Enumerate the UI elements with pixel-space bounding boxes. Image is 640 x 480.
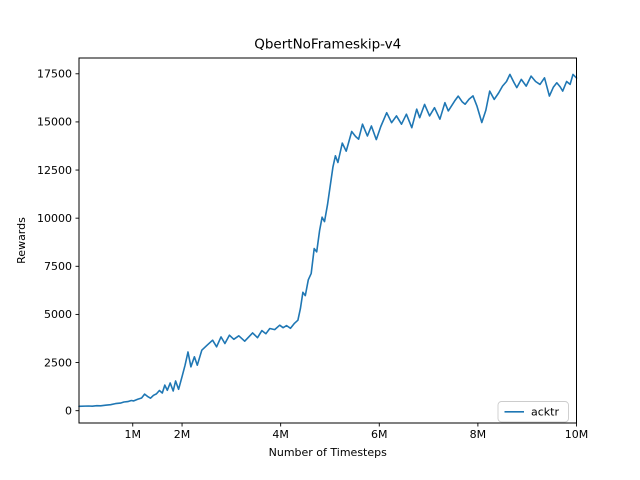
legend-label-acktr: acktr — [531, 406, 559, 419]
y-tick-label: 12500 — [37, 164, 72, 177]
x-tick-label: 4M — [272, 428, 289, 441]
x-axis-ticks: 1M 2M 4M 6M 8M 10M — [124, 423, 588, 441]
y-tick-label: 15000 — [37, 116, 72, 129]
y-tick-label: 0 — [65, 404, 72, 417]
y-tick-label: 17500 — [37, 68, 72, 81]
plot-border — [78, 57, 577, 424]
x-tick-label: 2M — [174, 428, 191, 441]
plot-area — [79, 58, 577, 423]
x-tick-label: 1M — [124, 428, 141, 441]
y-tick-label: 7500 — [44, 260, 72, 273]
x-tick-label: 10M — [565, 428, 589, 441]
legend: acktr — [497, 401, 569, 423]
x-tick-label: 6M — [371, 428, 388, 441]
y-tick-label: 2500 — [44, 356, 72, 369]
y-axis-label: Rewards — [15, 217, 28, 264]
y-tick-label: 10000 — [37, 212, 72, 225]
x-tick-label: 8M — [470, 428, 487, 441]
chart-title: QbertNoFrameskip-v4 — [254, 37, 401, 53]
y-tick-label: 5000 — [44, 308, 72, 321]
data-line-acktr — [78, 73, 578, 408]
y-axis-ticks: 0 2500 5000 7500 10000 12500 15000 17500 — [37, 68, 79, 417]
x-axis-label: Number of Timesteps — [269, 446, 387, 459]
legend-box — [497, 401, 569, 423]
